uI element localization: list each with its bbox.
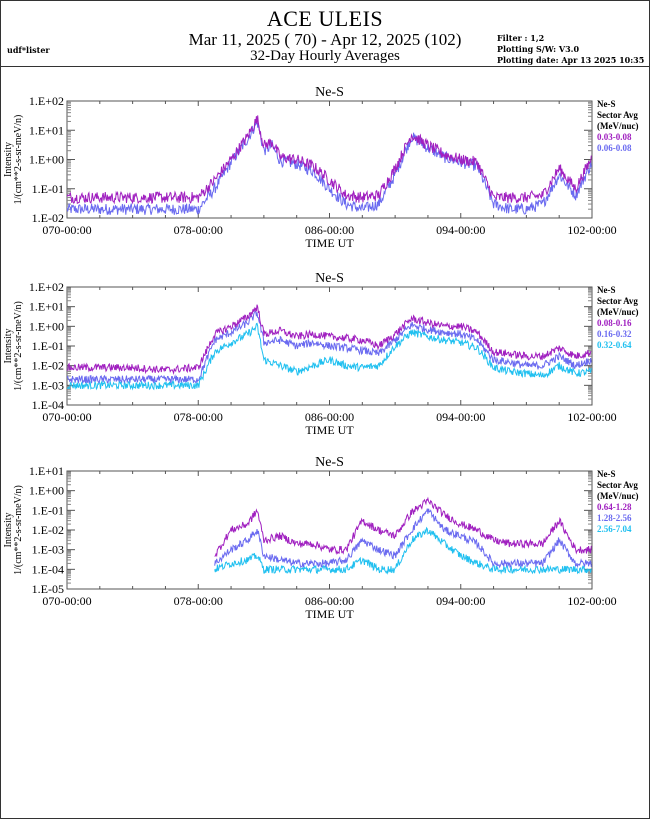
y-tick-label: 1.E-04: [32, 562, 64, 576]
series-line-1.28-2.56: [214, 508, 592, 569]
y-tick-label: 1.E+00: [29, 484, 64, 498]
series-line-0.64-1.28: [214, 496, 592, 558]
series-line-0.08-0.16: [67, 304, 592, 375]
y-axis-label: Intensity: [3, 142, 14, 177]
chart-panel-3: Ne-S 070-00:00 078-00:00 086-00:00 094-00:00…: [3, 455, 639, 621]
chart-panel-1: Ne-S 070-00:00 078-00:00 086-00:00 094-00:00…: [3, 85, 639, 250]
legend-entry: 1.28-2.56: [597, 513, 632, 523]
series-line-0.16-0.32: [67, 310, 592, 385]
main-title: ACE ULEIS: [266, 6, 384, 31]
x-axis-label: TIME UT: [305, 607, 354, 621]
x-tick-label: 086-00:00: [305, 223, 354, 237]
series-line-0.32-0.64: [67, 322, 592, 391]
y-tick-label: 1.E+02: [29, 94, 64, 108]
date-range: Mar 11, 2025 ( 70) - Apr 12, 2025 (102): [188, 30, 462, 49]
legend-header: Ne-S: [597, 469, 616, 479]
y-axis-label: Intensity: [3, 513, 14, 548]
legend-header: Sector Avg: [597, 110, 638, 120]
legend-entry: 0.08-0.16: [597, 318, 632, 328]
x-tick-label: 070-00:00: [42, 410, 91, 424]
series-line-0.03-0.08: [67, 115, 592, 205]
legend-header: (MeV/nuc): [597, 307, 639, 317]
x-tick-label: 086-00:00: [305, 594, 354, 608]
legend-header: Sector Avg: [597, 296, 638, 306]
series-line-2.56-7.04: [214, 526, 592, 575]
filter-label: Filter : 1,2: [497, 33, 545, 43]
legend-header: Sector Avg: [597, 480, 638, 490]
user-label: udf*lister: [7, 45, 50, 55]
chart-panel-2: Ne-S 070-00:00 078-00:00 086-00:00 094-00:00…: [3, 271, 639, 437]
series-line-0.06-0.08: [67, 120, 592, 216]
y-tick-label: 1.E+01: [29, 300, 64, 314]
y-tick-label: 1.E-01: [32, 503, 64, 517]
y-tick-label: 1.E-03: [32, 543, 64, 557]
subtitle: 32-Day Hourly Averages: [250, 48, 400, 64]
legend-entry: 2.56-7.04: [597, 524, 632, 534]
legend-entry: 0.06-0.08: [597, 143, 632, 153]
y-axis-units: 1/(cm**2-s-sr-meV/n): [13, 115, 24, 205]
legend-entry: 0.32-0.64: [597, 340, 632, 350]
x-tick-label: 094-00:00: [436, 410, 485, 424]
y-tick-label: 1.E-05: [32, 582, 64, 596]
y-tick-label: 1.E-04: [32, 398, 64, 412]
x-tick-label: 094-00:00: [436, 223, 485, 237]
x-tick-label: 102-00:00: [567, 594, 616, 608]
legend-header: (MeV/nuc): [597, 121, 639, 131]
y-tick-label: 1.E+02: [29, 280, 64, 294]
y-axis-units: 1/(cm**2-s-sr-meV/n): [13, 301, 24, 391]
y-tick-label: 1.E+00: [29, 319, 64, 333]
y-tick-label: 1.E+01: [29, 464, 64, 478]
y-tick-label: 1.E-01: [32, 339, 64, 353]
y-tick-label: 1.E+00: [29, 153, 64, 167]
y-tick-label: 1.E-02: [32, 359, 64, 373]
header-divider: [0, 66, 650, 67]
legend-header: Ne-S: [597, 99, 616, 109]
software-label: Plotting S/W: V3.0: [497, 44, 580, 54]
legend-entry: 0.03-0.08: [597, 132, 632, 142]
x-tick-label: 102-00:00: [567, 410, 616, 424]
x-tick-label: 094-00:00: [436, 594, 485, 608]
x-tick-label: 078-00:00: [174, 223, 223, 237]
y-tick-label: 1.E-02: [32, 211, 64, 225]
y-tick-label: 1.E+01: [29, 123, 64, 137]
chart-title: Ne-S: [315, 85, 344, 100]
plot-date-label: Plotting date: Apr 13 2025 10:35: [497, 55, 645, 65]
x-axis-label: TIME UT: [305, 236, 354, 250]
y-tick-label: 1.E-02: [32, 523, 64, 537]
y-tick-label: 1.E-03: [32, 378, 64, 392]
x-tick-label: 102-00:00: [567, 223, 616, 237]
legend-entry: 0.16-0.32: [597, 329, 632, 339]
x-tick-label: 086-00:00: [305, 410, 354, 424]
chart-title: Ne-S: [315, 455, 344, 470]
x-tick-label: 078-00:00: [174, 410, 223, 424]
legend-header: (MeV/nuc): [597, 491, 639, 501]
y-tick-label: 1.E-01: [32, 182, 64, 196]
legend-entry: 0.64-1.28: [597, 502, 632, 512]
chart-title: Ne-S: [315, 271, 344, 286]
x-axis-label: TIME UT: [305, 423, 354, 437]
x-tick-label: 070-00:00: [42, 223, 91, 237]
x-tick-label: 070-00:00: [42, 594, 91, 608]
x-tick-label: 078-00:00: [174, 594, 223, 608]
legend-header: Ne-S: [597, 285, 616, 295]
y-axis-label: Intensity: [3, 329, 14, 364]
y-axis-units: 1/(cm**2-s-sr-meV/n): [13, 485, 24, 575]
